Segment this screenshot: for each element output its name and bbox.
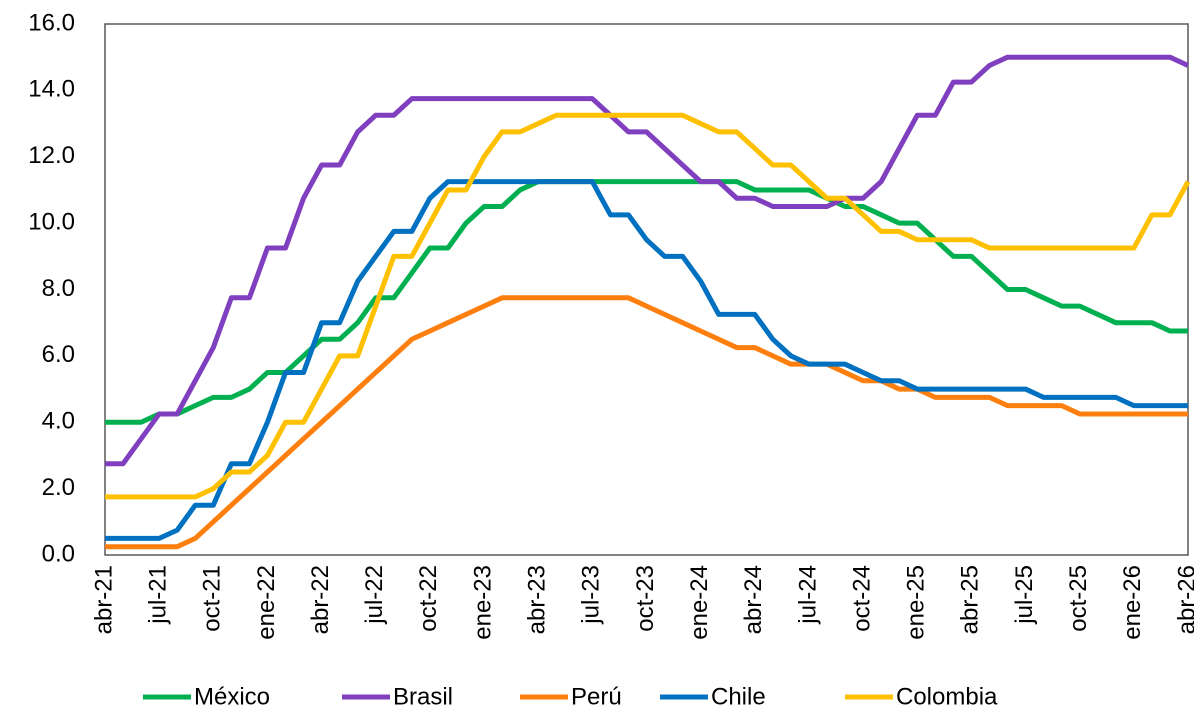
y-tick-label: 12.0 [28,142,75,169]
line-series [105,54,1190,467]
legend-label: Colombia [896,683,998,710]
x-tick-label: ene-25 [903,565,930,640]
x-tick-label: jul-21 [144,565,171,625]
x-tick-label: oct-22 [415,565,442,632]
line-series [105,112,1191,500]
y-tick-label: 2.0 [42,474,75,501]
legend-label: Brasil [393,683,453,710]
line-series [105,295,1188,550]
line-series [105,179,1188,541]
x-tick-label: oct-25 [1065,565,1092,632]
x-tick-label: jul-25 [1011,565,1038,625]
x-tick-label: abr-26 [1173,565,1194,634]
x-tick-label: oct-23 [632,565,659,632]
x-tick-label: abr-22 [307,565,334,634]
x-tick-label: oct-24 [848,565,875,632]
x-tick-label: oct-21 [199,565,226,632]
x-tick-label: abr-24 [740,565,767,634]
legend-label: México [194,683,270,710]
y-tick-label: 8.0 [42,275,75,302]
y-tick-label: 16.0 [28,9,75,36]
x-tick-label: abr-25 [957,565,984,634]
x-tick-label: jul-22 [361,565,388,625]
x-tick-label: jul-24 [794,565,821,625]
x-tick-label: jul-23 [578,565,605,625]
x-tick-label: ene-24 [686,565,713,640]
legend-label: Chile [711,683,766,710]
x-tick-label: ene-22 [253,565,280,640]
y-tick-label: 6.0 [42,341,75,368]
x-tick-label: abr-23 [524,565,551,634]
x-tick-label: ene-23 [469,565,496,640]
y-tick-label: 14.0 [28,76,75,103]
y-tick-label: 4.0 [42,408,75,435]
y-tick-label: 10.0 [28,208,75,235]
y-tick-label: 0.0 [42,540,75,567]
x-tick-label: ene-26 [1119,565,1146,640]
x-tick-label: abr-21 [90,565,117,634]
plot-area [104,23,1189,556]
line-series [105,179,1188,425]
legend-label: Perú [571,683,622,710]
